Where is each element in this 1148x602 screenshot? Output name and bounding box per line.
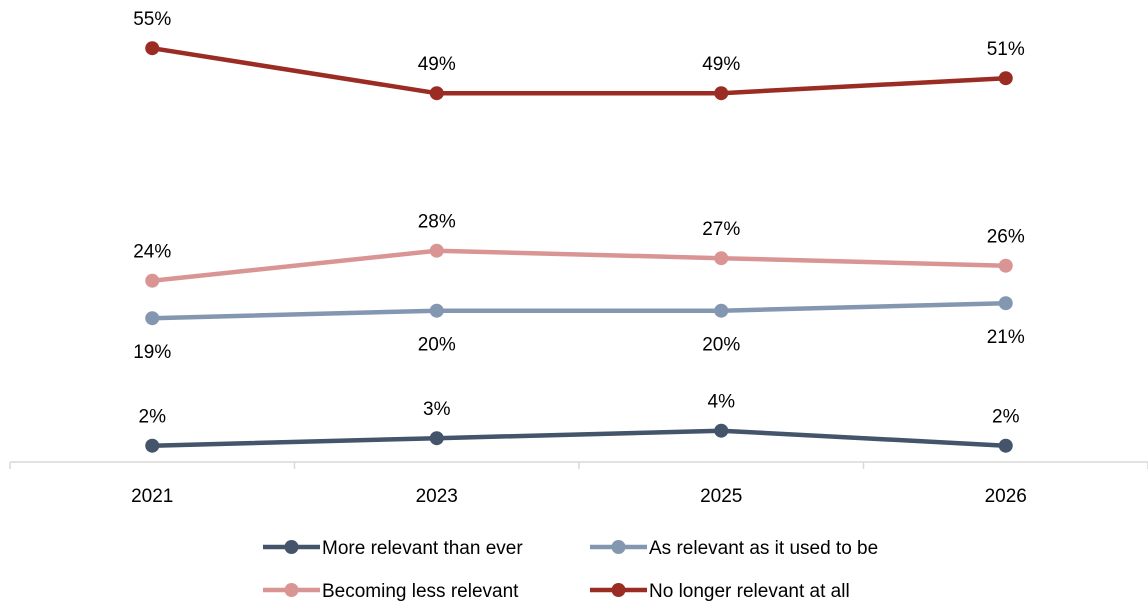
legend-label: More relevant than ever [322,538,523,559]
data-label: 20% [702,335,740,356]
data-point [145,311,160,326]
data-label: 26% [987,227,1025,248]
data-point [145,273,160,288]
data-label: 49% [418,54,456,75]
legend-item: As relevant as it used to be [590,538,878,559]
legend-item: Becoming less relevant [263,581,519,602]
x-tick-label: 2025 [700,486,742,507]
data-label: 21% [987,327,1025,348]
data-label: 28% [418,212,456,233]
data-point [429,243,444,258]
legend-swatch-marker [611,583,626,597]
data-label: 55% [133,9,171,30]
data-label: 24% [133,242,171,263]
series-2: 24% 28% 27% 26% [133,212,1025,288]
legend-swatch-marker [284,583,299,597]
legend-label: No longer relevant at all [649,581,850,602]
data-point [429,431,444,446]
data-label: 49% [702,54,740,75]
legend-label: Becoming less relevant [322,581,519,602]
series-line [150,300,1008,321]
series-line [150,248,1008,283]
data-point [998,296,1013,311]
legend-item: More relevant than ever [263,538,523,559]
data-label: 3% [423,399,451,420]
legend: More relevant than ever As relevant as it… [263,538,878,602]
series-3: 55% 49% 49% 51% [133,9,1025,101]
data-point [714,251,729,266]
legend-swatch-marker [284,540,299,554]
data-point [998,71,1013,86]
data-label: 2% [139,407,167,428]
legend-item: No longer relevant at all [590,581,850,602]
series-0: 2% 3% 4% 2% [139,392,1020,453]
data-point [714,303,729,318]
data-label: 51% [987,39,1025,60]
data-label: 19% [133,342,171,363]
x-axis: 2021 2023 2025 2026 [9,461,1148,507]
data-label: 20% [418,335,456,356]
data-point [145,438,160,453]
data-label: 4% [708,392,736,413]
legend-swatch-marker [611,540,626,554]
data-label: 27% [702,219,740,240]
data-point [145,41,160,56]
x-tick-label: 2021 [131,486,173,507]
data-point [998,258,1013,273]
x-tick-label: 2026 [985,486,1027,507]
data-point [429,86,444,101]
data-point [429,303,444,318]
legend-label: As relevant as it used to be [649,538,878,559]
series-line [150,428,1008,448]
plot-area: 2% 3% 4% 2% 19% 20% 20% 21% 24% 28% 27% 26% 55% 49% 49… [133,9,1025,453]
series-line [150,45,1008,96]
data-point [714,423,729,438]
data-label: 2% [992,407,1020,428]
x-tick-label: 2023 [416,486,458,507]
series-1: 19% 20% 20% 21% [133,296,1025,363]
data-point [998,438,1013,453]
data-point [714,86,729,101]
